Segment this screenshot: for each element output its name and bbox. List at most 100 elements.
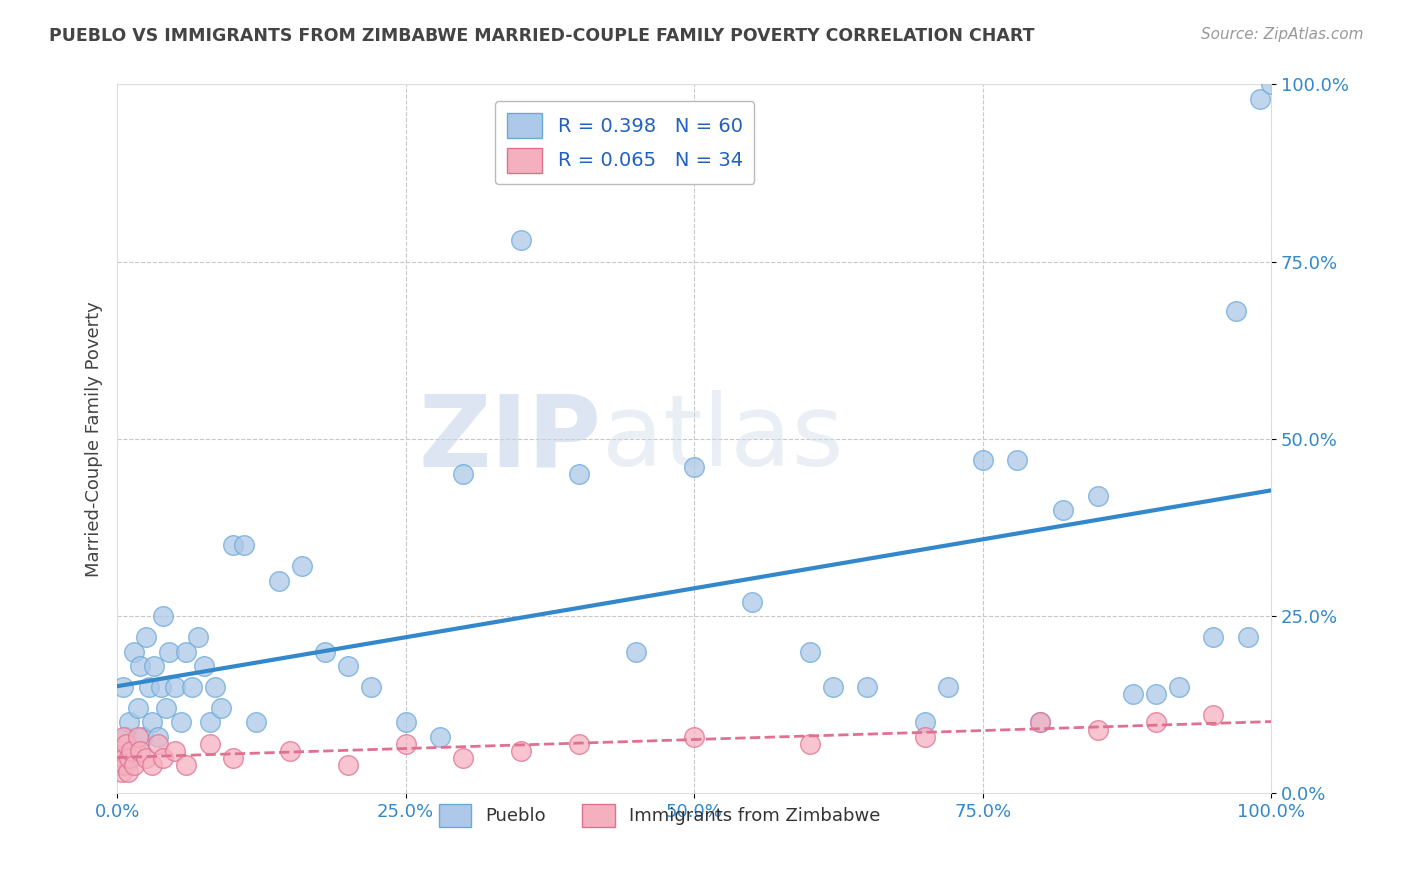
Point [124, 644, 146, 658]
Point [510, 744, 533, 758]
Text: PUEBLO VS IMMIGRANTS FROM ZIMBABWE MARRIED-COUPLE FAMILY POVERTY CORRELATION CHA: PUEBLO VS IMMIGRANTS FROM ZIMBABWE MARRI… [49, 27, 1035, 45]
Y-axis label: Married-Couple Family Poverty: Married-Couple Family Poverty [86, 301, 103, 577]
Point [163, 744, 186, 758]
Point [233, 538, 256, 552]
Point [1005, 453, 1028, 467]
Point [314, 644, 336, 658]
Point [1087, 489, 1109, 503]
Text: ZIP: ZIP [419, 391, 602, 487]
Point [143, 658, 166, 673]
Point [114, 758, 136, 772]
Point [914, 715, 936, 730]
Point [112, 751, 135, 765]
Point [1260, 78, 1282, 92]
Point [856, 680, 879, 694]
Point [453, 751, 475, 765]
Point [141, 758, 163, 772]
Point [453, 467, 475, 482]
Point [120, 751, 142, 765]
Point [135, 631, 157, 645]
Point [150, 680, 173, 694]
Point [1122, 687, 1144, 701]
Point [176, 644, 198, 658]
Point [1202, 631, 1225, 645]
Point [360, 680, 382, 694]
Point [108, 758, 131, 772]
Point [115, 737, 138, 751]
Point [118, 715, 141, 730]
Point [111, 680, 134, 694]
Point [1144, 687, 1167, 701]
Point [1225, 304, 1247, 318]
Point [198, 715, 221, 730]
Point [111, 730, 134, 744]
Point [1144, 715, 1167, 730]
Point [146, 737, 169, 751]
Point [115, 730, 138, 744]
Point [110, 744, 132, 758]
Point [111, 765, 134, 780]
Point [799, 737, 821, 751]
Point [741, 595, 763, 609]
Point [176, 758, 198, 772]
Point [429, 730, 451, 744]
Point [510, 234, 533, 248]
Point [131, 730, 153, 744]
Point [152, 751, 174, 765]
Point [124, 758, 146, 772]
Point [291, 559, 314, 574]
Point [181, 680, 204, 694]
Point [193, 658, 215, 673]
Point [1237, 631, 1260, 645]
Point [209, 701, 232, 715]
Point [914, 730, 936, 744]
Point [626, 644, 648, 658]
Point [117, 765, 139, 780]
Point [245, 715, 267, 730]
Text: atlas: atlas [602, 391, 844, 487]
Point [1249, 92, 1271, 106]
Point [146, 730, 169, 744]
Point [169, 715, 191, 730]
Point [336, 758, 359, 772]
Point [129, 744, 152, 758]
Point [568, 737, 591, 751]
Point [141, 715, 163, 730]
Point [155, 701, 177, 715]
Point [152, 609, 174, 624]
Point [163, 680, 186, 694]
Point [278, 744, 301, 758]
Point [1052, 503, 1074, 517]
Point [127, 701, 149, 715]
Point [395, 715, 418, 730]
Point [198, 737, 221, 751]
Point [395, 737, 418, 751]
Point [1087, 723, 1109, 737]
Point [1029, 715, 1052, 730]
Point [120, 744, 142, 758]
Point [821, 680, 844, 694]
Point [135, 751, 157, 765]
Point [127, 730, 149, 744]
Point [118, 751, 141, 765]
Text: Source: ZipAtlas.com: Source: ZipAtlas.com [1201, 27, 1364, 42]
Legend: Pueblo, Immigrants from Zimbabwe: Pueblo, Immigrants from Zimbabwe [432, 797, 887, 834]
Point [187, 631, 209, 645]
Point [1202, 708, 1225, 723]
Point [1029, 715, 1052, 730]
Point [138, 680, 160, 694]
Point [157, 644, 180, 658]
Point [683, 460, 706, 475]
Point [799, 644, 821, 658]
Point [336, 658, 359, 673]
Point [129, 658, 152, 673]
Point [936, 680, 959, 694]
Point [221, 538, 243, 552]
Point [267, 574, 290, 588]
Point [972, 453, 994, 467]
Point [221, 751, 243, 765]
Point [568, 467, 591, 482]
Point [1167, 680, 1189, 694]
Point [683, 730, 706, 744]
Point [204, 680, 226, 694]
